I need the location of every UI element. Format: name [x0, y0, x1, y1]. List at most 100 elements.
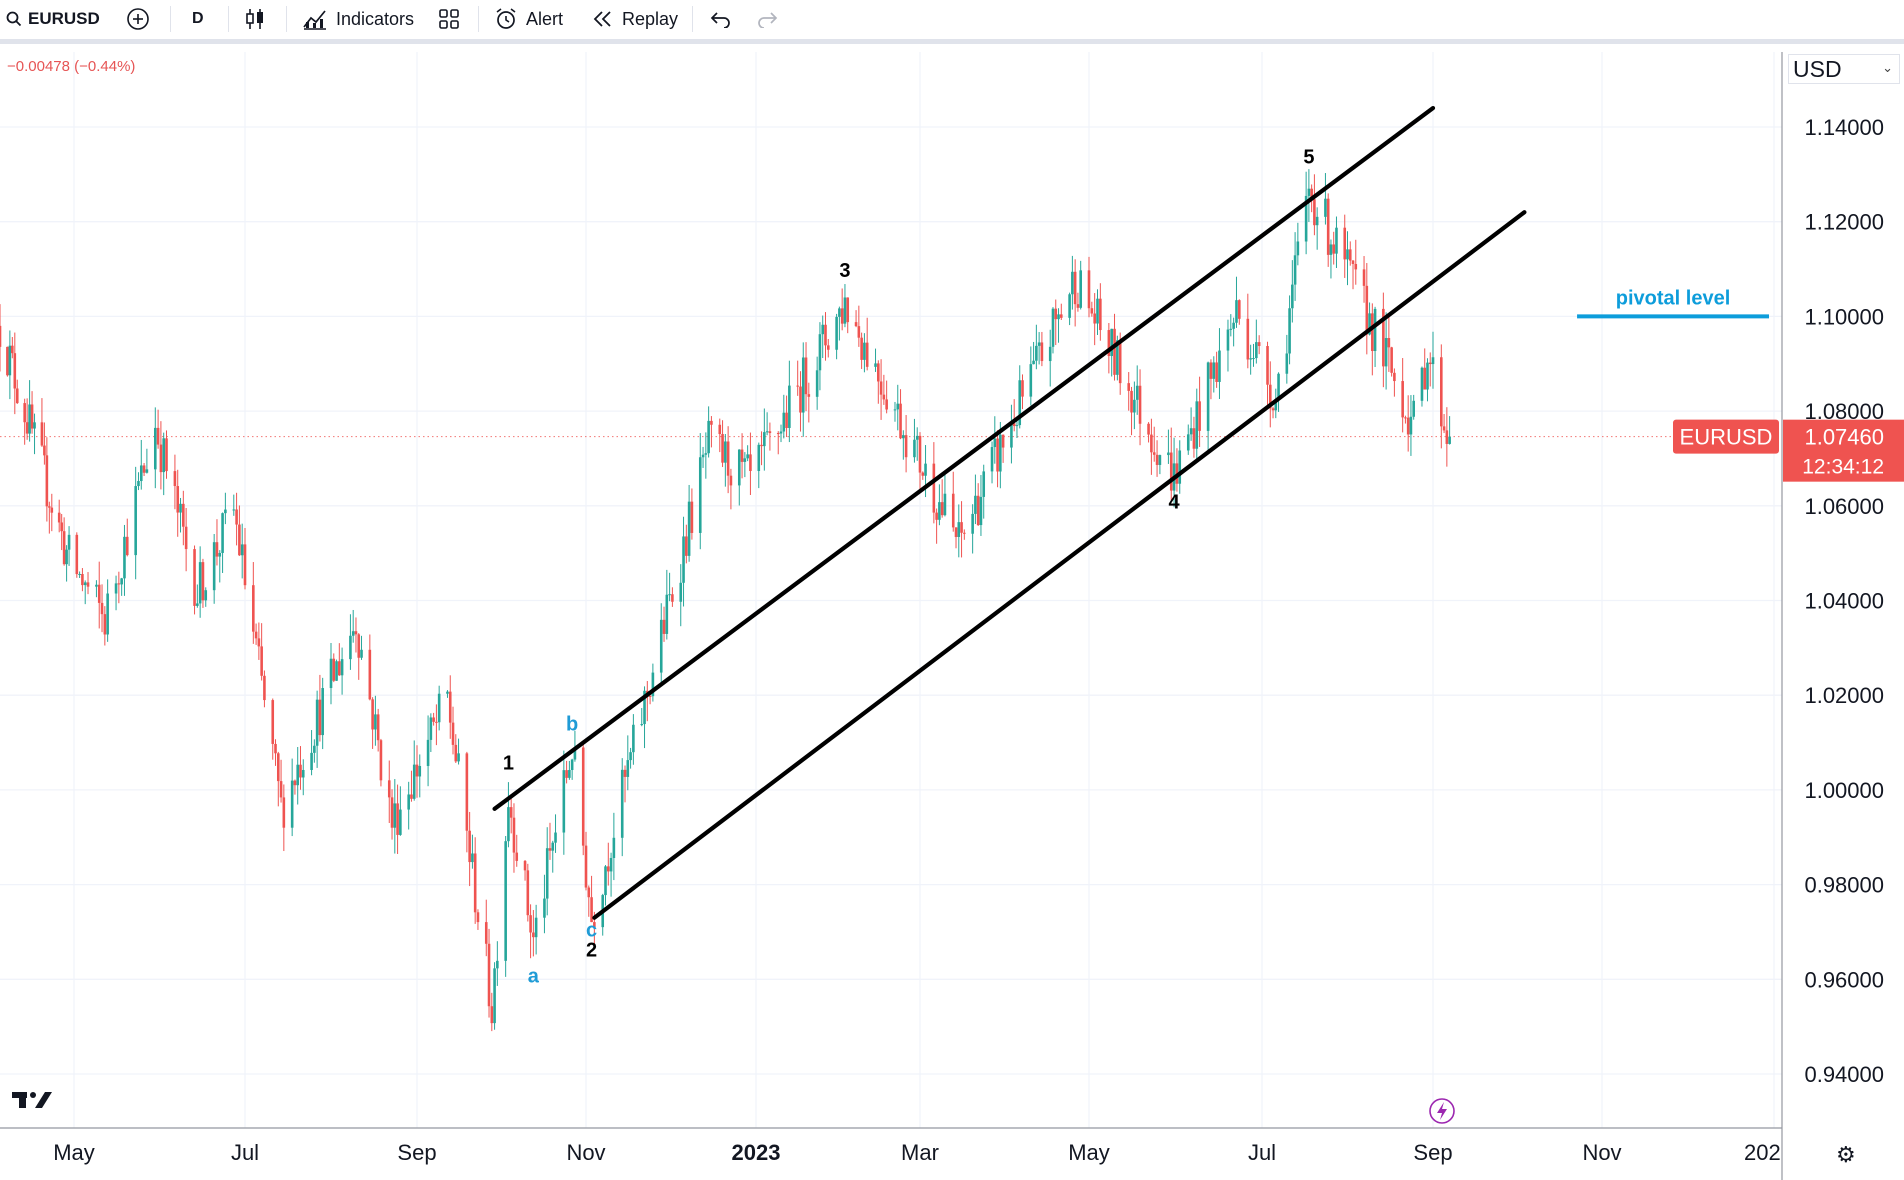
candle-body	[721, 434, 724, 463]
candle-body	[993, 438, 997, 448]
candle-body	[1073, 271, 1077, 305]
trend-channel-line-lower[interactable]	[592, 210, 1527, 920]
candle-body	[1420, 367, 1424, 401]
candle-body	[1048, 346, 1052, 362]
candle-body	[1285, 353, 1289, 374]
candle-body	[749, 454, 752, 472]
price-tick-label: 1.12000	[1804, 210, 1884, 235]
candle-body	[710, 420, 713, 425]
candle-body	[182, 503, 185, 527]
candle-body	[473, 853, 477, 913]
alert-button[interactable]: Alert	[494, 0, 563, 38]
candle-body	[534, 917, 538, 938]
candle-body	[915, 435, 919, 440]
candle-body	[1096, 298, 1099, 324]
candle-body	[6, 346, 9, 376]
candle-body	[1192, 428, 1196, 449]
settings-gear-icon[interactable]: ⚙	[1836, 1142, 1856, 1167]
candle-body	[1348, 249, 1352, 261]
candle-body	[15, 388, 19, 404]
candle-body	[8, 345, 12, 376]
candle-body	[843, 297, 847, 324]
price-tick-label: 1.00000	[1804, 778, 1884, 803]
candle-body	[338, 661, 341, 676]
toolbar-divider	[228, 6, 229, 32]
lightning-icon[interactable]	[1429, 1098, 1455, 1124]
candle-body	[685, 536, 688, 556]
tradingview-logo[interactable]	[12, 1090, 52, 1115]
candle-body	[137, 481, 140, 487]
replay-button[interactable]: Replay	[592, 0, 678, 38]
currency-selector[interactable]: USD ⌄	[1788, 54, 1900, 84]
price-tick-label: 0.96000	[1804, 967, 1884, 992]
indicators-button[interactable]: Indicators	[302, 0, 414, 38]
compare-symbol-button[interactable]	[126, 0, 150, 38]
candle-body	[139, 465, 143, 482]
candle-body	[554, 832, 557, 843]
candle-body	[1238, 300, 1241, 319]
price-tick-label: 0.94000	[1804, 1062, 1884, 1087]
candle-body	[1178, 450, 1182, 484]
candle-body	[932, 463, 936, 513]
candle-body	[776, 433, 780, 435]
candle-body	[451, 722, 455, 745]
drawings-layer[interactable]: pivotal level 1 2 3 4 5 a b c	[492, 105, 1769, 987]
candle-body	[407, 794, 410, 810]
redo-button[interactable]	[756, 0, 778, 38]
candle-body	[921, 472, 925, 476]
candle-body	[153, 427, 157, 470]
candle-body	[963, 532, 966, 534]
candle-body	[1212, 362, 1216, 379]
trend-channel-line-upper[interactable]	[492, 105, 1436, 811]
candle-body	[860, 337, 863, 360]
candle-body	[882, 394, 886, 400]
candle-body	[299, 764, 302, 778]
candle-body	[840, 308, 844, 324]
candle-body	[512, 817, 516, 853]
symbol-search-button[interactable]: EURUSD	[6, 0, 100, 38]
candle-body	[1158, 455, 1162, 465]
candle-body	[25, 422, 29, 434]
replay-label: Replay	[622, 8, 679, 29]
candle-body	[757, 444, 761, 472]
candle-body	[45, 455, 49, 507]
candle-body	[1354, 263, 1358, 270]
toolbar-divider	[286, 6, 287, 32]
candle-body	[612, 837, 616, 859]
chevron-down-icon: ⌄	[1882, 60, 1893, 75]
candle-body	[590, 897, 593, 923]
candle-body	[570, 759, 574, 770]
candle-body	[788, 385, 791, 428]
candle-body	[746, 454, 749, 459]
candle-body	[1138, 385, 1142, 424]
candle-body	[235, 509, 238, 525]
candle-body	[232, 509, 236, 511]
candle-body	[376, 714, 380, 741]
candle-body	[1296, 241, 1300, 256]
candle-body	[465, 753, 469, 831]
interval-button[interactable]: D	[192, 0, 204, 38]
time-scale[interactable]: May Jul Sep Nov 2023 Mar May Jul Sep Nov 202	[0, 1098, 1782, 1165]
candle-body	[332, 658, 336, 681]
candle-body	[826, 345, 830, 350]
candle-body	[1310, 188, 1313, 200]
price-tick-label: 1.02000	[1804, 683, 1884, 708]
toolbar-divider	[170, 6, 171, 32]
grid-lines	[0, 52, 1782, 1128]
candle-body	[159, 444, 163, 473]
price-scale[interactable]: 1.140001.120001.100001.080001.060001.040…	[1781, 52, 1884, 1180]
templates-button[interactable]	[438, 0, 460, 38]
last-price-box	[1783, 419, 1904, 482]
candle-body	[1195, 401, 1199, 449]
candle-body	[106, 593, 109, 635]
candle-body	[293, 780, 297, 786]
chart-type-button[interactable]	[244, 0, 266, 38]
candle-body	[1307, 188, 1311, 196]
candle-body	[1076, 304, 1080, 308]
candle-body	[960, 522, 963, 533]
candle-body	[1440, 357, 1443, 427]
undo-button[interactable]	[710, 0, 732, 38]
candle-body	[1343, 227, 1347, 260]
candle-body	[276, 753, 280, 782]
